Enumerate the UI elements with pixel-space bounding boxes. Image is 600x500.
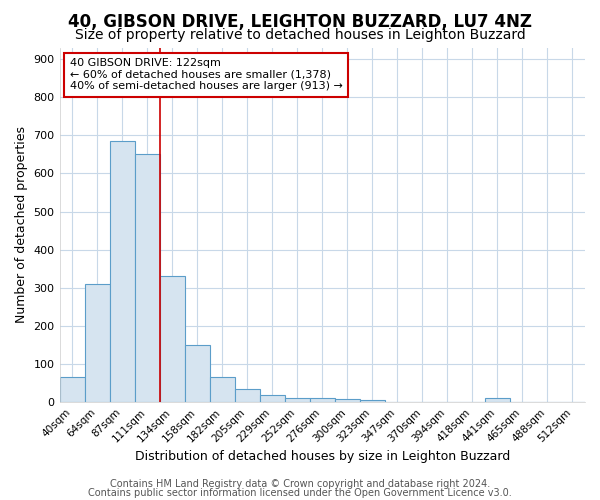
- Bar: [485, 398, 510, 402]
- Bar: [134, 154, 160, 402]
- Bar: [260, 396, 285, 402]
- Bar: [285, 398, 310, 402]
- Text: Size of property relative to detached houses in Leighton Buzzard: Size of property relative to detached ho…: [74, 28, 526, 42]
- Bar: [235, 389, 260, 402]
- Bar: [185, 345, 209, 402]
- Bar: [85, 284, 110, 402]
- Text: 40, GIBSON DRIVE, LEIGHTON BUZZARD, LU7 4NZ: 40, GIBSON DRIVE, LEIGHTON BUZZARD, LU7 …: [68, 12, 532, 30]
- Bar: [59, 378, 85, 402]
- Bar: [160, 276, 185, 402]
- Text: 40 GIBSON DRIVE: 122sqm
← 60% of detached houses are smaller (1,378)
40% of semi: 40 GIBSON DRIVE: 122sqm ← 60% of detache…: [70, 58, 343, 92]
- Bar: [335, 399, 360, 402]
- Bar: [310, 398, 335, 402]
- Text: Contains HM Land Registry data © Crown copyright and database right 2024.: Contains HM Land Registry data © Crown c…: [110, 479, 490, 489]
- Bar: [360, 400, 385, 402]
- Bar: [209, 378, 235, 402]
- X-axis label: Distribution of detached houses by size in Leighton Buzzard: Distribution of detached houses by size …: [134, 450, 510, 462]
- Text: Contains public sector information licensed under the Open Government Licence v3: Contains public sector information licen…: [88, 488, 512, 498]
- Y-axis label: Number of detached properties: Number of detached properties: [15, 126, 28, 324]
- Bar: [110, 141, 134, 402]
